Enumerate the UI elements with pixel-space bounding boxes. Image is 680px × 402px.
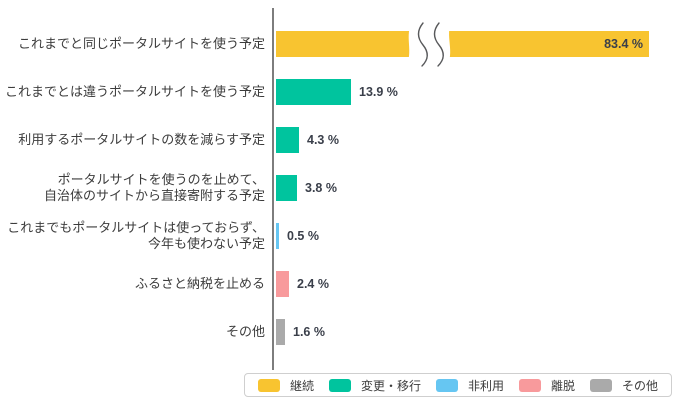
legend-label: 継続 (290, 378, 315, 393)
bar (276, 175, 297, 201)
bar-row: ふるさと納税を止める 2.4 % (0, 260, 680, 308)
legend-item: 継続 (258, 377, 314, 394)
category-label: その他 (225, 324, 265, 339)
legend-swatch-henkou-ikou (328, 378, 351, 392)
legend-swatch-hiriyou (435, 378, 458, 392)
bar-row: 利用するポータルサイトの数を減らす予定 4.3 % (0, 116, 680, 164)
legend-label: 非利用 (467, 378, 504, 393)
bar-row: これまでもポータルサイトは使っておらず、 今年も使わない予定 0.5 % (0, 212, 680, 260)
bar-row: その他 1.6 % (0, 308, 680, 356)
value-label: 3.8 % (305, 181, 337, 195)
category-label: ポータルサイトを使うのを止めて、 自治体のサイトから直接寄附する予定 (43, 172, 265, 203)
bar-row: ポータルサイトを使うのを止めて、 自治体のサイトから直接寄附する予定 3.8 % (0, 164, 680, 212)
value-label: 1.6 % (293, 325, 325, 339)
value-label: 0.5 % (287, 229, 319, 243)
category-label: ふるさと納税を止める (134, 276, 265, 291)
bar (276, 223, 279, 249)
legend-item: 離脱 (518, 377, 575, 394)
legend-swatch-keizoku (258, 378, 280, 392)
category-label: 利用するポータルサイトの数を減らす予定 (18, 132, 265, 147)
category-label: これまでもポータルサイトは使っておらず、 今年も使わない予定 (7, 220, 265, 251)
legend-item: 変更・移行 (328, 377, 421, 394)
category-label: これまでと同じポータルサイトを使う予定 (17, 36, 265, 51)
axis-baseline (272, 8, 274, 370)
bar (276, 79, 351, 105)
legend-swatch-sonota (589, 378, 612, 392)
bar (276, 319, 285, 345)
legend: 継続 変更・移行 非利用 離脱 その他 (244, 373, 672, 397)
legend-item: その他 (589, 377, 658, 394)
bar (276, 271, 289, 297)
value-label: 2.4 % (297, 277, 329, 291)
bar (276, 31, 649, 57)
legend-label: その他 (621, 378, 658, 393)
value-label: 13.9 % (359, 85, 398, 99)
bar-row: これまでと同じポータルサイトを使う予定 83.4 % (0, 20, 680, 68)
category-label: これまでとは違うポータルサイトを使う予定 (4, 84, 265, 99)
legend-item: 非利用 (435, 377, 504, 394)
axis-break-icon (405, 20, 452, 68)
value-label: 83.4 % (604, 37, 643, 51)
value-label: 4.3 % (307, 133, 339, 147)
legend-label: 離脱 (550, 378, 575, 393)
bar (276, 127, 299, 153)
legend-label: 変更・移行 (360, 378, 421, 393)
legend-swatch-ridatsu (518, 378, 541, 392)
bar-row: これまでとは違うポータルサイトを使う予定 13.9 % (0, 68, 680, 116)
